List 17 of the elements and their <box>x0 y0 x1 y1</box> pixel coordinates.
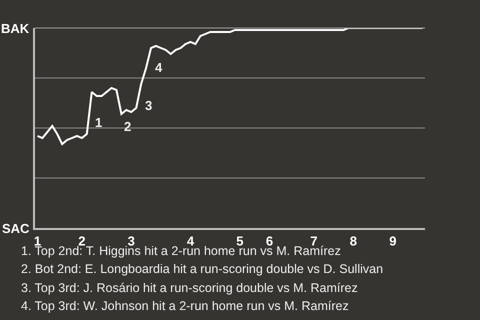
text: 2. Bot 2nd: E. Longboardia hit a run-scoring double vs D. Sullivan <box>21 262 384 276</box>
annotation: 4 <box>155 60 163 75</box>
x-tick-label: 8 <box>350 233 358 248</box>
annotation: 1 <box>95 115 102 130</box>
x-tick-label: 7 <box>310 233 318 248</box>
x-tick-label: 2 <box>78 233 86 248</box>
text: SAC <box>2 221 30 236</box>
x-tick-label: 6 <box>266 233 274 248</box>
text: BAK <box>1 21 30 36</box>
x-tick-label: 5 <box>236 233 244 248</box>
text: 3. Top 3rd: J. Rosário hit a run-scoring double vs M. Ramírez <box>21 281 358 295</box>
x-tick-label: 3 <box>128 233 135 248</box>
annotation: 2 <box>124 119 132 134</box>
text: 4. Top 3rd: W. Johnson hit a 2-run home run vs M. Ramírez <box>21 299 349 313</box>
annotation: 3 <box>145 98 152 113</box>
x-tick-label: 9 <box>389 233 397 248</box>
x-tick-label: 4 <box>186 233 195 248</box>
